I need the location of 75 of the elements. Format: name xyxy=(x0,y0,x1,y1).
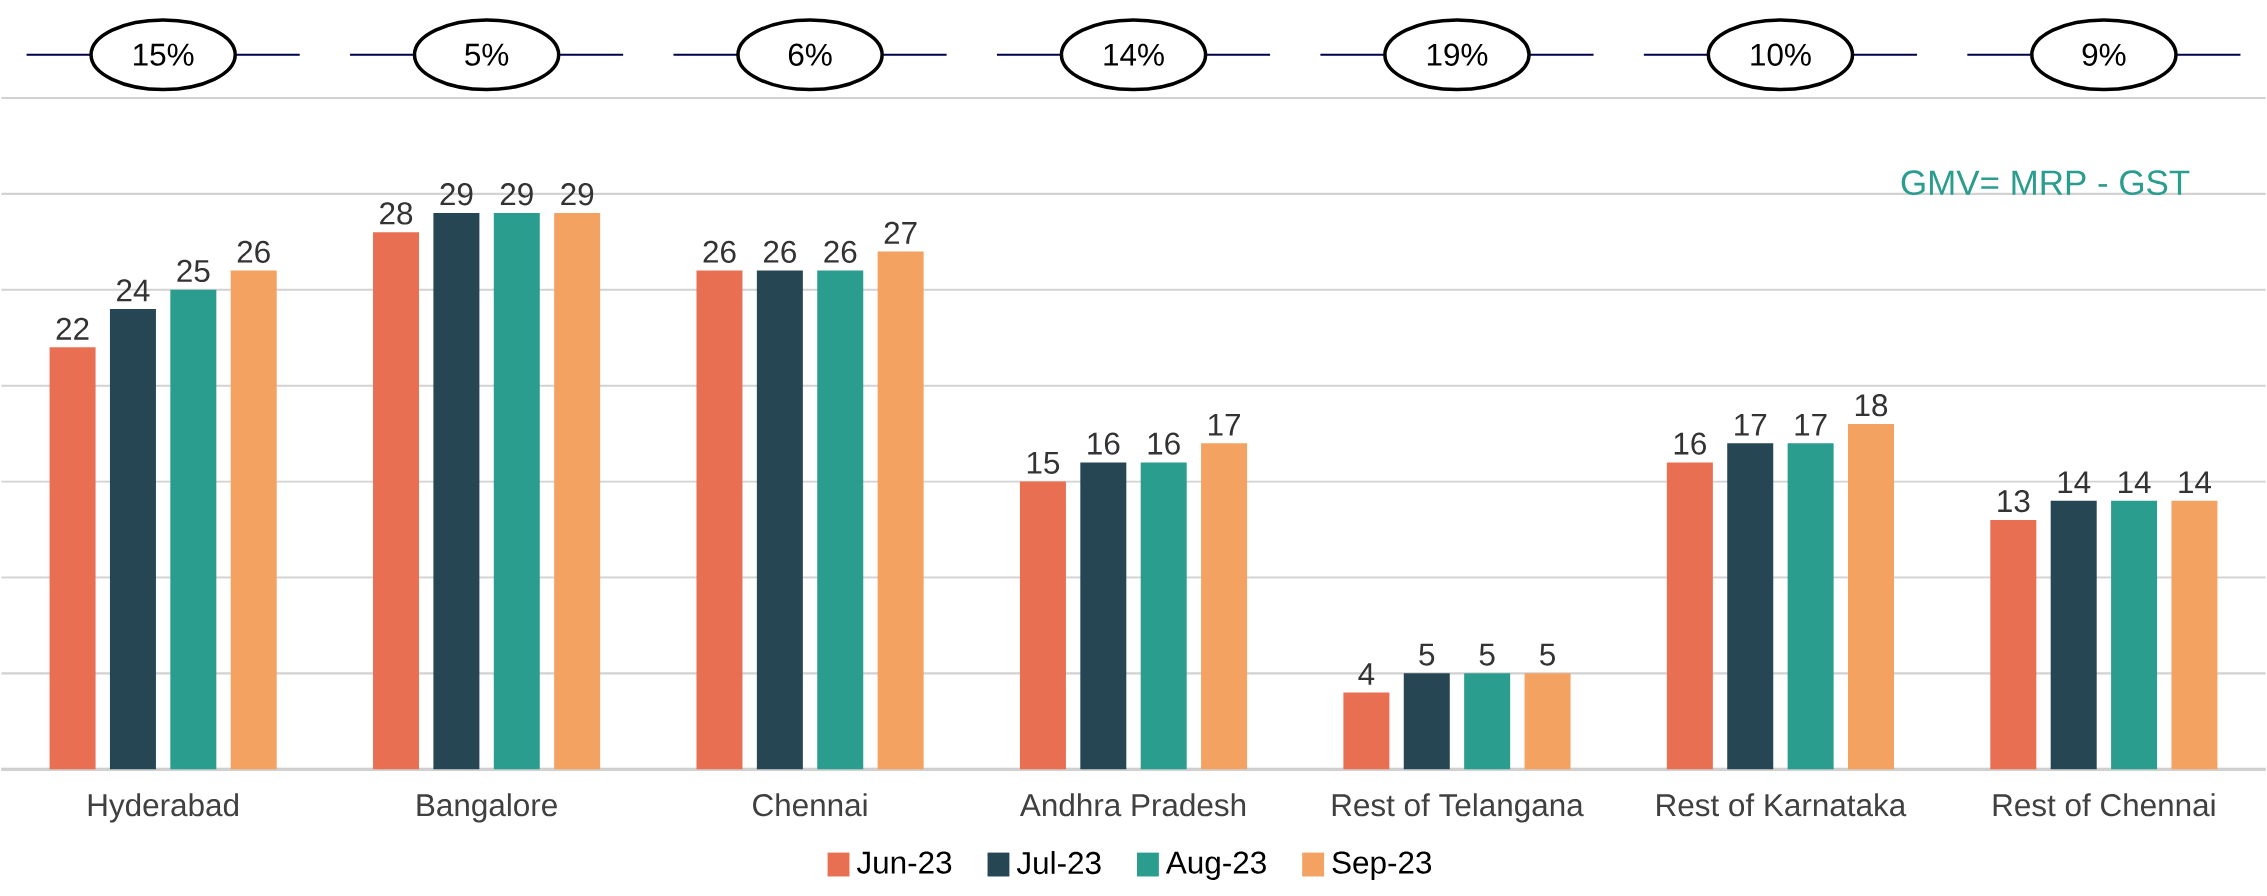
data-label: 25 xyxy=(177,259,210,283)
data-label: 18 xyxy=(1855,394,1888,417)
bar xyxy=(2111,500,2158,770)
data-label: 5 xyxy=(1479,643,1495,666)
legend-label: Aug-23 xyxy=(1165,851,1266,881)
text: 10% xyxy=(1751,43,1811,67)
x-tick-label: Hyderabad xyxy=(88,793,238,823)
bar xyxy=(756,270,803,770)
bar xyxy=(373,232,420,770)
legend-label: Sep-23 xyxy=(1332,851,1432,881)
data-label: 16 xyxy=(1674,432,1706,455)
annotation: GMV= MRP - GST xyxy=(1901,170,2190,196)
text: 9% xyxy=(2082,43,2126,67)
bar xyxy=(1524,673,1571,770)
bar xyxy=(1464,673,1511,770)
data-label: 26 xyxy=(237,240,270,264)
data-label: 5 xyxy=(1540,643,1555,666)
bar xyxy=(1080,462,1127,770)
bar xyxy=(1727,443,1774,770)
data-label: 26 xyxy=(824,240,857,264)
bar xyxy=(433,213,480,770)
data-label: 16 xyxy=(1148,432,1180,455)
bar xyxy=(1787,443,1834,770)
data-label: 29 xyxy=(440,183,473,206)
data-label: 15 xyxy=(1027,452,1060,475)
bar xyxy=(1201,443,1248,770)
bar xyxy=(1140,462,1187,770)
legend-label: Jul-23 xyxy=(1016,851,1101,875)
data-label: 22 xyxy=(56,317,89,340)
x-tick-label: Rest of Chennai xyxy=(1993,793,2215,817)
data-label: 5 xyxy=(1419,643,1435,666)
bar xyxy=(49,347,96,770)
bar xyxy=(1990,520,2037,770)
bar xyxy=(877,251,924,770)
data-label: 13 xyxy=(1998,490,2030,513)
bar xyxy=(1403,673,1450,770)
bar xyxy=(109,309,156,770)
data-label: 27 xyxy=(884,221,917,244)
bar xyxy=(1343,692,1390,770)
data-label: 28 xyxy=(380,202,413,225)
bar xyxy=(554,213,601,770)
x-tick-label: Andhra Pradesh xyxy=(1019,793,1246,817)
bar xyxy=(2171,500,2218,770)
bar xyxy=(493,213,540,770)
x-tick-label: Rest of Karnataka xyxy=(1657,793,1907,817)
data-label: 14 xyxy=(2058,471,2091,494)
text: 15% xyxy=(134,43,194,66)
data-label: 29 xyxy=(500,183,533,206)
bar xyxy=(817,270,864,770)
data-label: 26 xyxy=(703,240,736,264)
data-label: 24 xyxy=(117,279,150,302)
text: 5% xyxy=(465,43,509,66)
data-label: 17 xyxy=(1735,414,1767,436)
data-label: 17 xyxy=(1209,414,1240,436)
data-label: 26 xyxy=(763,240,796,264)
data-label: 29 xyxy=(561,183,594,206)
bar xyxy=(2050,500,2097,770)
x-tick-label: Chennai xyxy=(753,793,867,817)
bar xyxy=(230,270,277,770)
x-tick-label: Bangalore xyxy=(417,793,557,823)
data-label: 16 xyxy=(1088,432,1120,455)
data-label: 14 xyxy=(2179,471,2211,494)
bar xyxy=(170,289,217,770)
data-label: 14 xyxy=(2118,471,2151,494)
bar xyxy=(1019,481,1066,770)
text: 14% xyxy=(1104,43,1164,66)
bar xyxy=(1848,424,1895,770)
text: 19% xyxy=(1427,43,1488,67)
x-tick-label: Rest of Telangana xyxy=(1332,793,1584,823)
data-label: 17 xyxy=(1795,414,1827,436)
legend-label: Jun-23 xyxy=(856,851,952,874)
bar xyxy=(1666,462,1713,770)
data-label: 4 xyxy=(1358,663,1375,685)
text: 6% xyxy=(788,43,832,67)
bar xyxy=(696,270,743,770)
